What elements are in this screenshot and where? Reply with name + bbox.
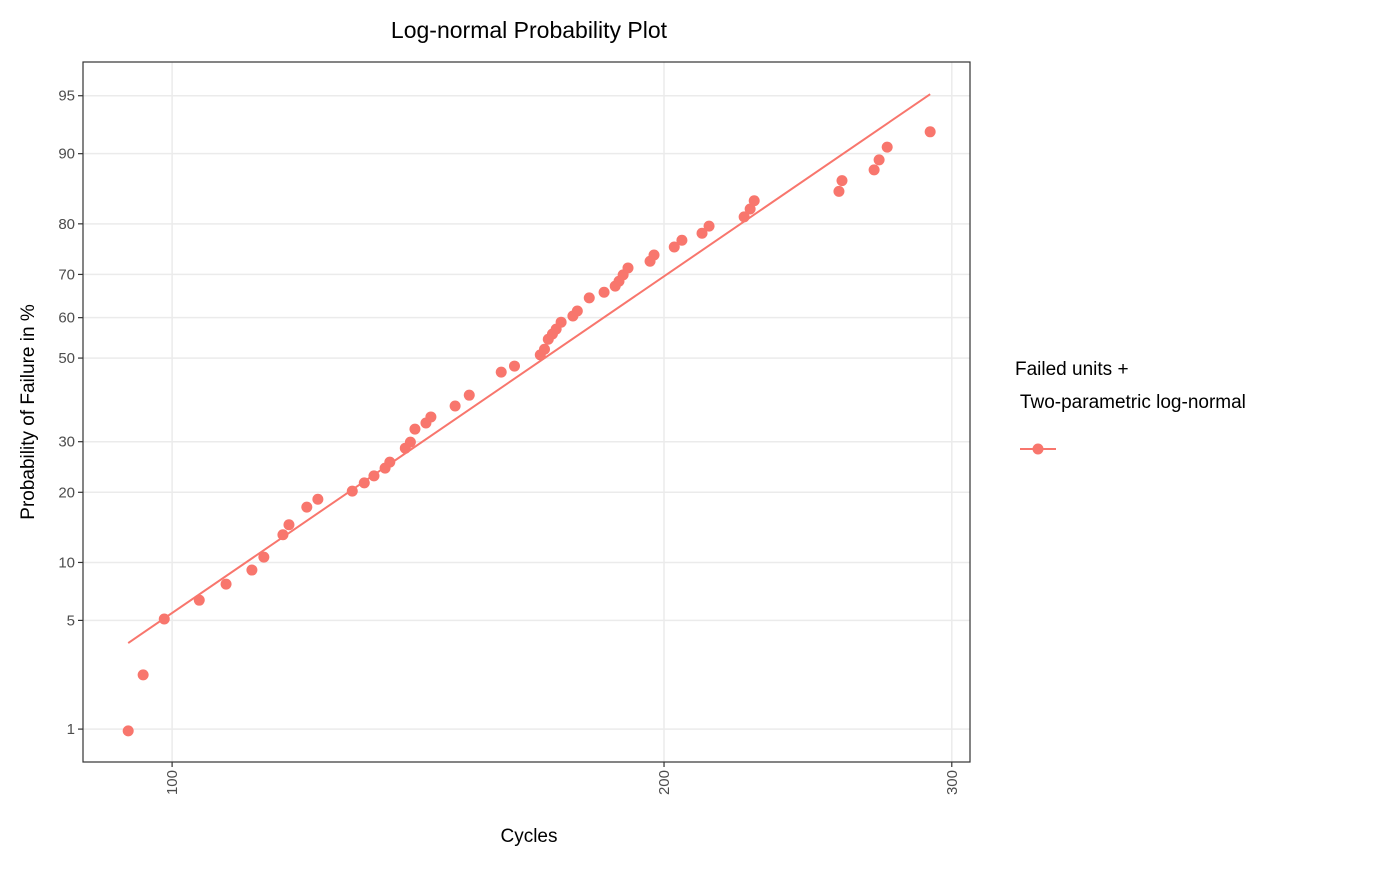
data-point — [508, 360, 520, 372]
data-point — [744, 203, 756, 215]
data-point — [384, 456, 396, 468]
data-point — [648, 249, 660, 261]
data-point — [555, 316, 567, 328]
x-tick-label: 100 — [164, 770, 181, 795]
data-point — [703, 220, 715, 232]
data-point — [277, 529, 289, 541]
data-point — [463, 389, 475, 401]
y-tick-label: 1 — [67, 721, 75, 738]
data-point — [598, 286, 610, 298]
data-point — [495, 366, 507, 378]
legend-title: Two-parametric log-normal — [1015, 392, 1246, 413]
data-point — [748, 195, 760, 207]
data-point — [449, 400, 461, 412]
data-point — [246, 564, 258, 576]
data-point — [137, 669, 149, 681]
data-point — [881, 141, 893, 153]
data-point — [158, 613, 170, 625]
data-point — [924, 126, 936, 138]
plot-panel — [83, 62, 970, 762]
data-point — [668, 241, 680, 253]
data-point — [346, 485, 358, 497]
chart-title: Log-normal Probability Plot — [391, 17, 668, 43]
x-tick-label: 200 — [656, 770, 673, 795]
data-point — [283, 519, 295, 531]
data-point — [868, 164, 880, 176]
data-point — [539, 343, 551, 355]
data-point — [301, 501, 313, 513]
data-point — [409, 423, 421, 435]
data-point — [836, 175, 848, 187]
data-point — [312, 493, 324, 505]
y-tick-label: 80 — [58, 216, 75, 233]
x-tick-label: 300 — [944, 770, 961, 795]
data-point — [193, 594, 205, 606]
data-point — [368, 470, 380, 482]
y-tick-label: 90 — [58, 146, 75, 163]
data-point — [258, 551, 270, 563]
legend-title: Failed units + — [1015, 359, 1129, 380]
data-point — [358, 477, 370, 489]
data-point — [425, 411, 437, 423]
y-tick-label: 30 — [58, 434, 75, 451]
x-axis-title: Cycles — [500, 826, 557, 847]
y-axis-title: Probability of Failure in % — [18, 304, 39, 520]
data-point — [622, 262, 634, 274]
y-tick-label: 95 — [58, 88, 75, 105]
y-tick-label: 5 — [67, 612, 75, 629]
data-point — [676, 234, 688, 246]
y-tick-label: 10 — [58, 554, 75, 571]
data-point — [404, 436, 416, 448]
plot-border — [82, 61, 971, 763]
data-point — [833, 185, 845, 197]
y-tick-label: 20 — [58, 484, 75, 501]
data-point — [873, 154, 885, 166]
y-tick-label: 50 — [58, 350, 75, 367]
data-point — [738, 211, 750, 223]
fit-line — [127, 93, 931, 644]
data-point — [220, 578, 232, 590]
y-tick-label: 70 — [58, 266, 75, 283]
data-point — [583, 292, 595, 304]
data-point — [696, 227, 708, 239]
legend-key-point — [1032, 443, 1044, 455]
data-point — [571, 305, 583, 317]
data-point — [122, 725, 134, 737]
y-tick-label: 60 — [58, 310, 75, 327]
